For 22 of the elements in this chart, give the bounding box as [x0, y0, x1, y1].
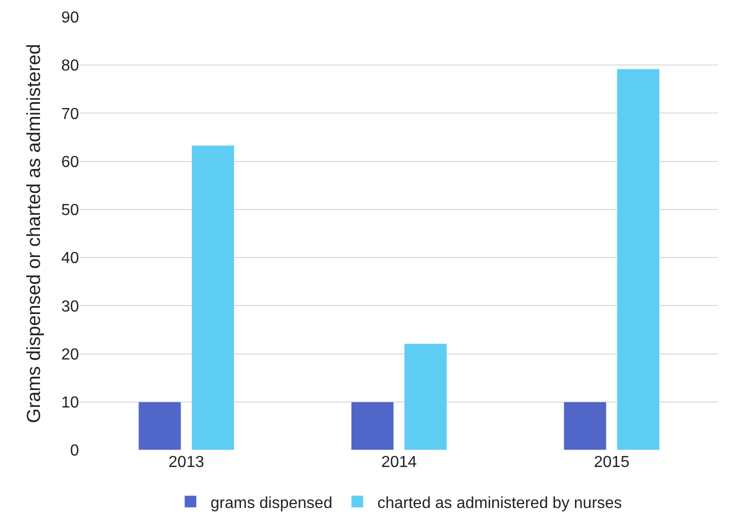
- bar: [138, 402, 182, 450]
- y-tick-label: 90: [61, 10, 80, 27]
- x-tick-label: 2015: [594, 454, 630, 471]
- y-tick-label: 80: [61, 58, 80, 75]
- y-tick-label: 50: [61, 202, 80, 220]
- y-tick-label: 60: [61, 154, 80, 171]
- bar: [404, 343, 448, 450]
- y-tick-label: 10: [61, 394, 80, 412]
- y-axis-title: Grams dispensed or charted as administered: [24, 44, 46, 424]
- y-tick-label: 70: [61, 106, 80, 123]
- bar: [564, 402, 607, 450]
- y-tick-label: 30: [61, 298, 80, 316]
- bar: [616, 68, 660, 450]
- y-tick-label: 0: [70, 442, 80, 460]
- bar: [350, 402, 394, 450]
- y-tick-label: 20: [61, 346, 80, 364]
- legend-label: grams dispensed: [210, 494, 332, 512]
- x-tick-label: 2013: [168, 454, 204, 471]
- y-tick-label: 40: [61, 250, 80, 268]
- bar: [191, 145, 234, 450]
- legend-label: charted as administered by nurses: [377, 494, 622, 512]
- x-tick-label: 2014: [381, 454, 417, 471]
